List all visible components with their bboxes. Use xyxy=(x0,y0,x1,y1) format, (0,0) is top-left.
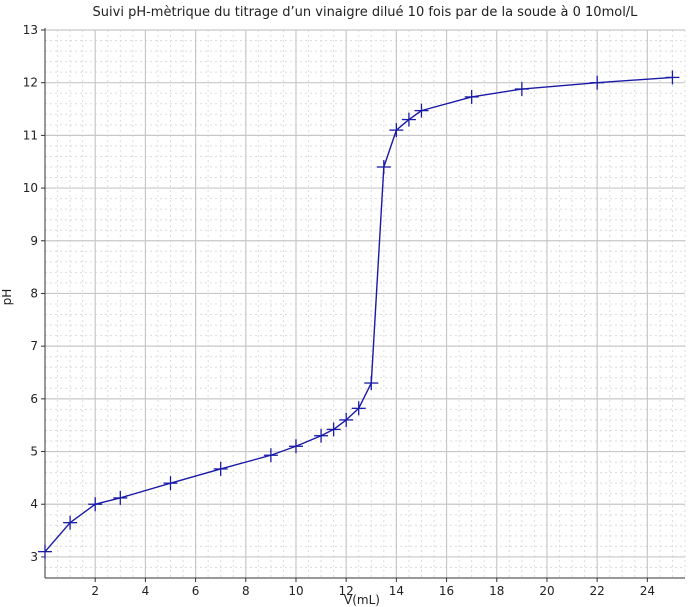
y-axis-ticks: 3 4 5 6 7 8 9 10 11 12 13 xyxy=(23,23,45,564)
x-tick-label: 10 xyxy=(288,584,303,598)
y-tick-label: 11 xyxy=(23,128,38,142)
y-tick-label: 10 xyxy=(23,181,38,195)
data-point xyxy=(364,376,379,391)
y-tick-label: 8 xyxy=(30,286,38,300)
y-tick-label: 7 xyxy=(30,339,38,353)
data-point xyxy=(263,448,278,463)
x-tick-label: 22 xyxy=(590,584,605,598)
data-point xyxy=(401,112,416,127)
x-tick-label: 2 xyxy=(91,584,99,598)
data-point xyxy=(63,515,78,530)
x-tick-label: 6 xyxy=(192,584,200,598)
y-tick-label: 12 xyxy=(23,76,38,90)
data-point xyxy=(288,439,303,454)
data-point xyxy=(113,490,128,505)
y-tick-label: 5 xyxy=(30,445,38,459)
data-point xyxy=(163,476,178,491)
data-point xyxy=(38,544,52,559)
x-axis-label: V(mL) xyxy=(344,593,380,607)
data-point xyxy=(514,82,529,97)
data-point xyxy=(590,75,605,90)
axes xyxy=(44,28,685,579)
data-point xyxy=(376,160,391,174)
data-point xyxy=(464,89,479,104)
x-tick-label: 12 xyxy=(339,584,354,598)
y-tick-label: 6 xyxy=(30,392,38,406)
x-tick-label: 14 xyxy=(389,584,404,598)
x-tick-label: 16 xyxy=(439,584,454,598)
y-tick-label: 4 xyxy=(30,497,38,511)
data-point xyxy=(326,422,341,437)
data-point xyxy=(314,428,329,443)
series-layer xyxy=(38,70,680,559)
data-point xyxy=(665,70,680,85)
y-tick-label: 13 xyxy=(23,23,38,37)
y-tick-label: 3 xyxy=(30,550,38,564)
x-tick-label: 4 xyxy=(142,584,150,598)
x-axis-ticks: 2 4 6 8 10 12 14 16 18 20 22 24 xyxy=(91,578,655,598)
y-tick-label: 9 xyxy=(30,234,38,248)
y-axis-label: pH xyxy=(0,289,14,306)
data-point xyxy=(389,123,404,138)
chart-title: Suivi pH-mètrique du titrage d’un vinaig… xyxy=(93,5,639,20)
grid xyxy=(45,29,686,579)
x-tick-label: 18 xyxy=(489,584,504,598)
data-point xyxy=(351,401,366,416)
data-point xyxy=(88,497,103,512)
data-point xyxy=(339,412,354,427)
data-point xyxy=(213,461,228,476)
data-point xyxy=(414,103,429,118)
x-tick-label: 20 xyxy=(539,584,554,598)
x-tick-label: 8 xyxy=(242,584,250,598)
x-tick-label: 24 xyxy=(640,584,655,598)
